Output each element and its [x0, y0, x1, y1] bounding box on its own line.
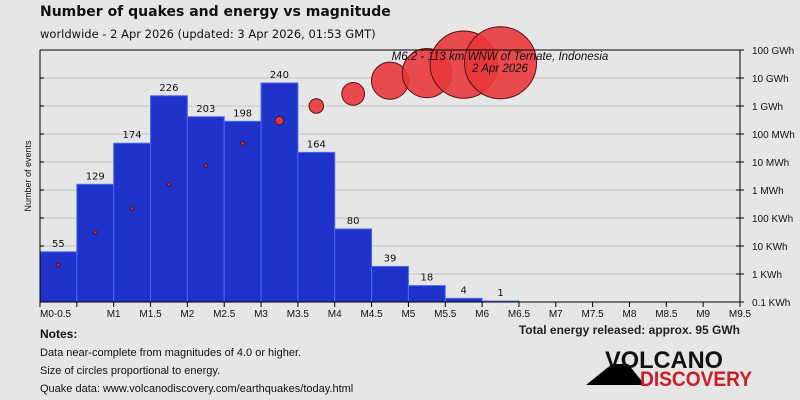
x-tick-label: M1.5: [139, 309, 162, 320]
bar: [334, 228, 373, 303]
total-energy: Total energy released: approx. 95 GWh: [518, 323, 740, 337]
bar: [113, 142, 152, 303]
bar: [223, 120, 262, 303]
bar-value-label: 1: [497, 288, 503, 299]
energy-bubble: [464, 26, 538, 100]
x-tick-label: M3.5: [287, 309, 310, 320]
chart-title: Number of quakes and energy vs magnitude: [40, 4, 391, 20]
annotation-line1: M6.2 - 113 km WNW of Ternate, Indonesia: [392, 51, 609, 63]
bar-value-label: 164: [307, 139, 326, 150]
bar-value-label: 174: [123, 130, 142, 141]
x-tick-label: M9.5: [729, 309, 752, 320]
energy-bubble: [240, 141, 245, 146]
right-tick-label: 10 MWh: [752, 158, 789, 169]
x-tick-label: M8.5: [655, 309, 678, 320]
right-tick-label: 1 KWh: [752, 270, 782, 281]
x-tick-label: M2.5: [213, 309, 236, 320]
x-tick-label: M5.5: [434, 309, 457, 320]
energy-bubble: [274, 115, 285, 126]
note-line: Size of circles proportional to energy.: [40, 365, 221, 377]
annotation-line2: 2 Apr 2026: [471, 63, 528, 75]
energy-bubble: [308, 98, 325, 114]
bar-value-label: 80: [347, 216, 360, 227]
bar: [371, 265, 409, 303]
bar: [186, 116, 225, 303]
note-line: Data near-complete from magnitudes of 4.…: [40, 347, 302, 359]
x-tick-label: M2: [180, 309, 194, 320]
x-tick-label: M7: [549, 309, 563, 320]
energy-bubble: [93, 230, 98, 235]
energy-bubble: [341, 82, 366, 106]
bar: [76, 183, 115, 303]
x-tick-label: M3: [254, 309, 268, 320]
bar-value-label: 198: [233, 108, 252, 119]
x-tick-label: M4: [328, 309, 342, 320]
right-tick-label: 10 GWh: [752, 74, 789, 85]
bar: [297, 151, 336, 303]
note-line: Quake data: www.volcanodiscovery.com/ear…: [40, 383, 354, 395]
y-axis-label: Number of events: [23, 140, 33, 212]
energy-bubble: [56, 262, 61, 268]
energy-bubble: [166, 182, 172, 187]
x-tick-label: M0-0.5: [40, 309, 72, 320]
bar-value-label: 240: [270, 70, 289, 81]
right-tick-label: 10 KWh: [752, 242, 788, 253]
energy-bubble: [203, 163, 208, 168]
bar-value-label: 203: [196, 104, 215, 115]
bar-value-label: 39: [384, 253, 397, 264]
energy-bubble: [130, 206, 135, 211]
bar-value-label: 55: [52, 239, 65, 250]
bar-value-label: 129: [86, 171, 105, 182]
bar: [444, 297, 483, 303]
bar: [150, 95, 188, 303]
right-tick-label: 1 MWh: [752, 186, 784, 197]
bar-value-label: 18: [420, 273, 433, 284]
x-tick-label: M7.5: [582, 309, 605, 320]
right-tick-label: 100 GWh: [752, 46, 794, 57]
notes-heading: Notes:: [40, 327, 78, 341]
right-tick-label: 100 KWh: [752, 214, 793, 225]
bar: [39, 251, 78, 303]
bar-value-label: 4: [460, 285, 466, 296]
x-tick-label: M5: [401, 309, 415, 320]
chart-subtitle: worldwide - 2 Apr 2026 (updated: 3 Apr 2…: [40, 27, 376, 41]
x-tick-label: M8: [623, 309, 637, 320]
bar: [260, 82, 299, 303]
bar: [407, 285, 446, 303]
right-tick-label: 0.1 KWh: [752, 298, 790, 309]
bar-value-label: 226: [159, 83, 178, 94]
right-tick-label: 100 MWh: [752, 130, 795, 141]
x-tick-label: M1: [107, 309, 121, 320]
x-tick-label: M6.5: [508, 309, 531, 320]
notes: Notes: Data near-complete from magnitude…: [40, 325, 353, 398]
right-tick-label: 1 GWh: [752, 102, 783, 113]
x-tick-label: M4.5: [360, 309, 383, 320]
x-tick-label: M6: [475, 309, 489, 320]
x-tick-label: M9: [696, 309, 710, 320]
